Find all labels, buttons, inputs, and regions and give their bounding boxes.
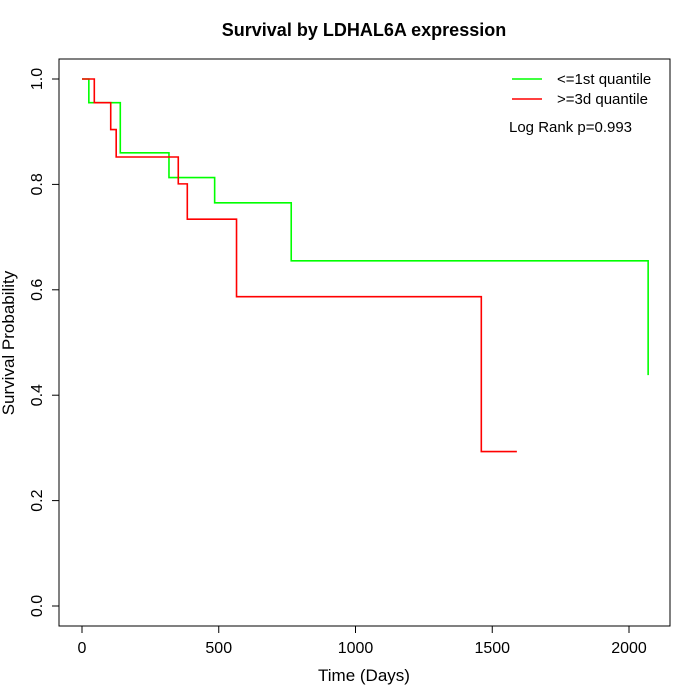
series-line-high-quantile xyxy=(82,78,517,453)
y-tick-label: 0.4 xyxy=(29,384,46,406)
y-tick-label: 0.2 xyxy=(29,489,46,511)
x-tick-label: 0 xyxy=(78,640,87,657)
x-tick-label: 2000 xyxy=(611,640,647,657)
plot-frame xyxy=(58,58,671,627)
y-tick-label: 0.8 xyxy=(29,173,46,195)
y-tick-label: 0.6 xyxy=(29,279,46,301)
y-axis-label: Survival Probability xyxy=(0,270,18,415)
y-tick-label: 0.0 xyxy=(29,595,46,617)
legend-label: <=1st quantile xyxy=(557,71,651,88)
legend: <=1st quantile >=3d quantile xyxy=(512,71,651,108)
x-tick-label: 1000 xyxy=(338,640,374,657)
x-tick-label: 500 xyxy=(205,640,232,657)
y-tick-label: 1.0 xyxy=(29,68,46,90)
x-axis-label: Time (Days) xyxy=(318,666,410,685)
log-rank-annotation: Log Rank p=0.993 xyxy=(509,119,632,136)
legend-label: >=3d quantile xyxy=(557,91,648,108)
x-axis: 0 500 1000 1500 2000 xyxy=(78,626,647,657)
chart-title: Survival by LDHAL6A expression xyxy=(222,20,506,40)
series-layer xyxy=(82,78,649,453)
y-axis: 0.0 0.2 0.4 0.6 0.8 1.0 xyxy=(29,68,59,617)
x-tick-label: 1500 xyxy=(474,640,510,657)
